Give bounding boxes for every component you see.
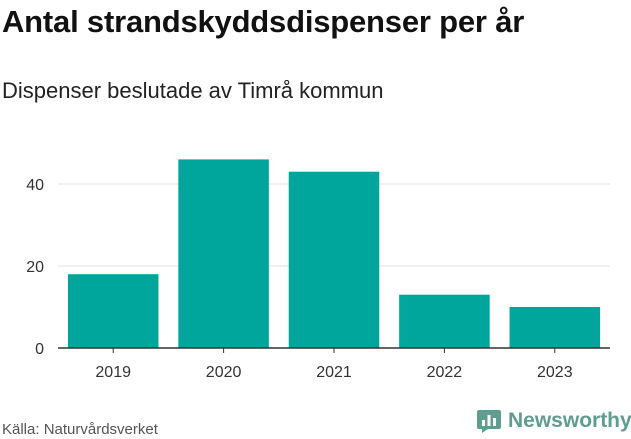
bar [67,274,159,348]
bar-chart-icon [477,410,501,433]
source-note: Källa: Naturvårdsverket [2,421,158,438]
chart-title: Antal strandskyddsdispenser per år [2,4,525,39]
x-tick-label: 2022 [427,364,463,381]
bar [399,294,490,348]
y-tick-label: 40 [26,177,44,194]
brand-name: Newsworthy [508,409,631,432]
bars [67,159,601,348]
bar [509,307,601,348]
x-tick-label: 2023 [537,364,573,381]
bar-chart: 2019 2020 2021 2022 2023 0 20 40 [26,159,610,381]
y-axis-ticks: 0 20 40 [26,177,44,358]
bar [288,171,380,348]
chart-subtitle: Dispenser beslutade av Timrå kommun [2,78,384,103]
brand-logo: Newsworthy [476,408,631,434]
y-tick-label: 0 [35,341,44,358]
x-tick-label: 2020 [206,364,242,381]
x-axis-ticks: 2019 2020 2021 2022 2023 [95,348,573,381]
x-tick-label: 2021 [316,364,352,381]
bar [178,159,269,348]
y-tick-label: 20 [26,259,44,276]
x-tick-label: 2019 [95,364,131,381]
